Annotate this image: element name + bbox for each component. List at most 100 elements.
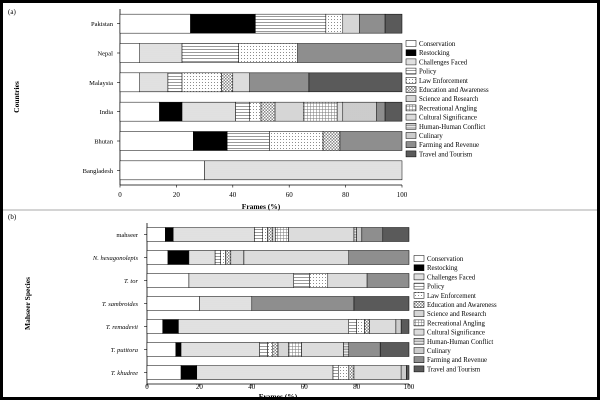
bar-segment-india-conservation (119, 101, 160, 122)
row-label-bangladesh: Bangladesh (83, 168, 114, 175)
legend-swatch-farming-and-revenue (413, 356, 425, 363)
legend-swatch-human-human-conflict (405, 123, 417, 130)
row-label-malaysia: Malaysia (89, 80, 113, 87)
bar-segment-t-putitora-recreational-angling (288, 342, 302, 357)
legend-swatch-law-enforcement (405, 77, 417, 84)
x-tick-label: 60 (301, 383, 309, 391)
legend-label-conservation: Conservation (427, 256, 464, 263)
legend-swatch-conservation (405, 40, 417, 47)
legend-label-policy: Policy (427, 284, 445, 291)
panel-label: (b) (8, 213, 17, 221)
legend-swatch-conservation (413, 255, 425, 262)
bar-segment-t-putitora-law-enforcement (267, 342, 274, 357)
bar-segment-t-putitora-restocking (175, 342, 182, 357)
legend-label-law-enforcement: Law Enforcement (427, 293, 476, 300)
bar-segment-nepal-challenges-faced (139, 43, 183, 63)
legend-label-restocking: Restocking (427, 265, 458, 272)
legend-label-conservation: Conservation (419, 41, 456, 48)
bar-segment-t-sambroides-challenges-faced (199, 296, 253, 311)
bar-segment-t-remadevii-culinary (395, 319, 402, 334)
panel-a: 0 20 40 60 80 100 Frames (%) Countries (a) Pakist… (8, 8, 489, 211)
legend-label-challenges-faced: Challenges Faced (419, 59, 468, 66)
bar-segment-t-khudree-restocking (180, 365, 198, 380)
bar-segment-india-culinary (342, 101, 377, 122)
legend-swatch-farming-and-revenue (405, 141, 417, 148)
bar-segment-india-policy (235, 101, 250, 122)
bar-segment-pakistan-travel-and-tourism (384, 13, 403, 34)
bar-segment-n-hexagonolepis-education-and-awareness (225, 250, 232, 265)
legend-label-cultural-significance: Cultural Significance (427, 330, 485, 337)
bar-segment-mahseer-policy (254, 227, 263, 242)
bar-segment-t-tor-conservation (146, 273, 190, 288)
legend-label-culinary: Culinary (427, 348, 451, 355)
bar-segment-t-putitora-challenges-faced (180, 342, 260, 357)
legend-label-challenges-faced: Challenges Faced (427, 274, 476, 281)
bar-segment-t-tor-law-enforcement (309, 273, 329, 288)
bar-segment-bhutan-policy (226, 131, 270, 151)
bar-segment-t-remadevii-restocking (162, 319, 179, 334)
legend-label-farming-and-revenue: Farming and Revenue (427, 357, 487, 364)
bar-segment-t-remadevii-travel-and-tourism (400, 319, 410, 334)
bar-segment-n-hexagonolepis-cultural-significance (243, 250, 349, 265)
bar-segment-india-challenges-faced (181, 101, 236, 122)
bar-segment-mahseer-conservation (146, 227, 166, 242)
bar-segment-n-hexagonolepis-restocking (167, 250, 190, 265)
legend-swatch-policy (405, 67, 417, 75)
legend-label-education-and-awareness: Education and Awareness (427, 302, 497, 309)
x-tick-label: 100 (404, 383, 415, 391)
legend-label-science-and-research: Science and Research (419, 96, 479, 103)
bar-segment-t-khudree-education-and-awareness (348, 365, 355, 380)
bar-segment-india-recreational-angling (303, 101, 338, 122)
legend-label-recreational-angling: Recreational Angling (427, 320, 486, 327)
x-axis-title: Frames (%) (242, 202, 281, 211)
bar-segment-bhutan-education-and-awareness (322, 131, 341, 151)
bar-segment-mahseer-challenges-faced (172, 227, 255, 242)
bar-segment-mahseer-education-and-awareness (267, 227, 274, 242)
row-label-n-hexagonolepis: N. hexagonolepis (92, 255, 139, 262)
x-tick-label: 100 (397, 191, 408, 199)
x-axis-title: Frames (%) (259, 392, 298, 400)
bar-segment-t-putitora-travel-and-tourism (379, 342, 410, 357)
legend-label-recreational-angling: Recreational Angling (419, 105, 478, 112)
bar-segment-bangladesh-challenges-faced (204, 160, 403, 181)
bar-segment-t-khudree-travel-and-tourism (406, 365, 410, 380)
legend-swatch-recreational-angling (405, 104, 417, 112)
bar-segment-mahseer-farming-and-revenue (361, 227, 384, 242)
bar-segment-n-hexagonolepis-policy (214, 250, 221, 265)
row-label-pakistan: Pakistan (91, 21, 114, 28)
bar-segment-nepal-conservation (119, 43, 140, 63)
legend-swatch-recreational-angling (413, 319, 425, 327)
row-label-t-tor: T. tor (124, 278, 138, 285)
bar-segment-t-khudree-cultural-significance (353, 365, 402, 380)
legend-swatch-cultural-significance (405, 113, 417, 121)
legend-label-human-human-conflict: Human-Human Conflict (427, 339, 493, 346)
panel-b: 0 20 40 60 80 100 Frames (%) Mahseer Species (b)… (8, 213, 497, 400)
bar-segment-india-travel-and-tourism (384, 101, 403, 122)
bar-segment-mahseer-recreational-angling (275, 227, 289, 242)
legend-swatch-culinary (413, 347, 425, 354)
legend-swatch-culinary (405, 132, 417, 139)
bar-segment-t-khudree-policy (332, 365, 339, 380)
legend-swatch-science-and-research (405, 95, 417, 102)
bar-segment-t-tor-challenges-faced (188, 273, 294, 288)
bar-segment-bhutan-law-enforcement (269, 131, 324, 151)
bar-segment-india-cultural-significance (336, 101, 344, 122)
bar-segment-n-hexagonolepis-farming-and-revenue (348, 250, 410, 265)
legend-swatch-travel-and-tourism (413, 365, 425, 373)
bar-segment-pakistan-conservation (119, 13, 191, 34)
legend-swatch-restocking (405, 49, 417, 56)
row-label-india: India (100, 109, 113, 116)
bar-segment-t-khudree-conservation (146, 365, 182, 380)
bar-segment-india-education-and-awareness (260, 101, 276, 122)
bar-segment-t-putitora-policy (259, 342, 268, 357)
bar-segment-malaysia-law-enforcement (181, 72, 222, 93)
x-tick-label: 0 (145, 383, 149, 391)
bar-segment-mahseer-human-human-conflict (353, 227, 357, 242)
y-axis-title: Countries (12, 81, 21, 113)
bar-segment-mahseer-culinary (356, 227, 363, 242)
bar-segment-pakistan-restocking (190, 13, 256, 34)
bar-segment-t-sambroides-conservation (146, 296, 200, 311)
bar-segment-mahseer-science-and-research (272, 227, 276, 242)
